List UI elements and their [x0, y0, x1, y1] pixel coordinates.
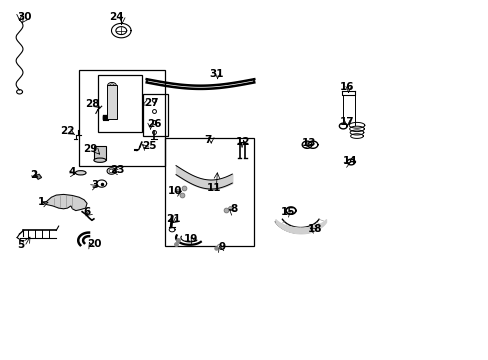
- Polygon shape: [43, 194, 87, 211]
- Bar: [94, 146, 106, 160]
- Text: 30: 30: [17, 12, 32, 22]
- Text: 7: 7: [203, 135, 211, 145]
- Text: 27: 27: [144, 98, 159, 108]
- Text: 17: 17: [339, 117, 354, 127]
- Text: 15: 15: [281, 207, 295, 217]
- Text: 13: 13: [301, 138, 316, 148]
- Text: 31: 31: [208, 69, 223, 79]
- Bar: [79, 70, 164, 166]
- Text: 8: 8: [230, 204, 237, 214]
- Bar: [142, 94, 168, 136]
- Text: 25: 25: [142, 141, 156, 151]
- Text: 23: 23: [110, 165, 124, 175]
- Text: 11: 11: [206, 183, 221, 193]
- Text: 2: 2: [30, 170, 37, 180]
- Text: 10: 10: [167, 186, 182, 196]
- Polygon shape: [35, 174, 41, 179]
- Text: 3: 3: [92, 180, 99, 190]
- Text: 26: 26: [146, 119, 161, 129]
- Text: 9: 9: [219, 242, 225, 252]
- Text: 19: 19: [183, 234, 198, 244]
- Text: 16: 16: [339, 82, 354, 92]
- Text: 28: 28: [84, 99, 99, 109]
- Text: 24: 24: [109, 12, 123, 22]
- Ellipse shape: [94, 158, 106, 162]
- Bar: [98, 75, 142, 132]
- Text: 5: 5: [17, 240, 24, 250]
- Text: 6: 6: [83, 207, 90, 217]
- Text: 18: 18: [307, 224, 322, 234]
- Text: 20: 20: [86, 239, 101, 249]
- Text: 14: 14: [342, 156, 356, 166]
- Bar: [106, 85, 117, 119]
- Text: 29: 29: [83, 144, 98, 154]
- Text: 4: 4: [68, 167, 76, 177]
- Ellipse shape: [75, 171, 86, 175]
- Text: 1: 1: [38, 197, 45, 207]
- Bar: [165, 138, 254, 246]
- Text: 21: 21: [166, 214, 181, 224]
- Text: 12: 12: [236, 137, 250, 147]
- Text: 22: 22: [60, 126, 75, 136]
